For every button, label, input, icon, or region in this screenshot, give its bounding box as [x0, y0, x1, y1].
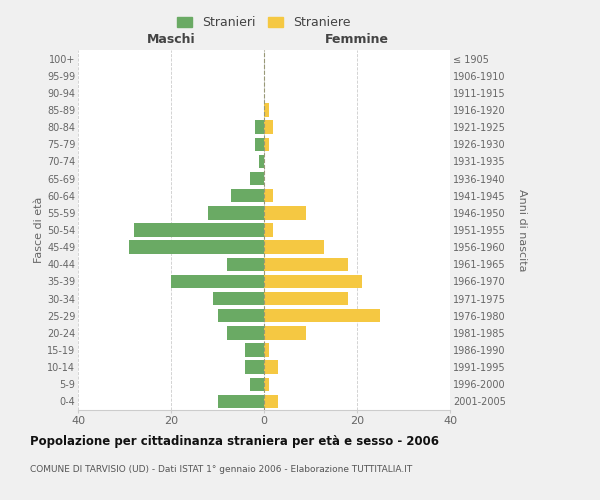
Bar — [264, 378, 269, 391]
Bar — [264, 292, 348, 306]
Bar — [245, 360, 264, 374]
Bar — [227, 326, 264, 340]
Bar — [259, 154, 264, 168]
Bar — [264, 344, 269, 356]
Y-axis label: Anni di nascita: Anni di nascita — [517, 188, 527, 271]
Bar — [264, 120, 274, 134]
Text: Femmine: Femmine — [325, 34, 389, 46]
Bar — [264, 258, 348, 271]
Bar — [254, 138, 264, 151]
Bar — [227, 258, 264, 271]
Bar — [245, 344, 264, 356]
Bar — [250, 172, 264, 186]
Legend: Stranieri, Straniere: Stranieri, Straniere — [172, 11, 356, 34]
Bar — [134, 224, 264, 236]
Bar — [213, 292, 264, 306]
Bar — [264, 138, 269, 151]
Bar — [218, 309, 264, 322]
Bar — [264, 309, 380, 322]
Bar — [264, 189, 274, 202]
Bar — [218, 394, 264, 408]
Text: Popolazione per cittadinanza straniera per età e sesso - 2006: Popolazione per cittadinanza straniera p… — [30, 435, 439, 448]
Bar — [264, 224, 274, 236]
Bar — [264, 240, 325, 254]
Bar — [232, 189, 264, 202]
Bar — [264, 274, 362, 288]
Text: COMUNE DI TARVISIO (UD) - Dati ISTAT 1° gennaio 2006 - Elaborazione TUTTITALIA.I: COMUNE DI TARVISIO (UD) - Dati ISTAT 1° … — [30, 465, 412, 474]
Bar — [250, 378, 264, 391]
Y-axis label: Fasce di età: Fasce di età — [34, 197, 44, 263]
Bar — [208, 206, 264, 220]
Text: Maschi: Maschi — [146, 34, 196, 46]
Bar — [264, 394, 278, 408]
Bar — [264, 206, 306, 220]
Bar — [171, 274, 264, 288]
Bar — [264, 360, 278, 374]
Bar — [254, 120, 264, 134]
Bar — [129, 240, 264, 254]
Bar — [264, 104, 269, 117]
Bar — [264, 326, 306, 340]
